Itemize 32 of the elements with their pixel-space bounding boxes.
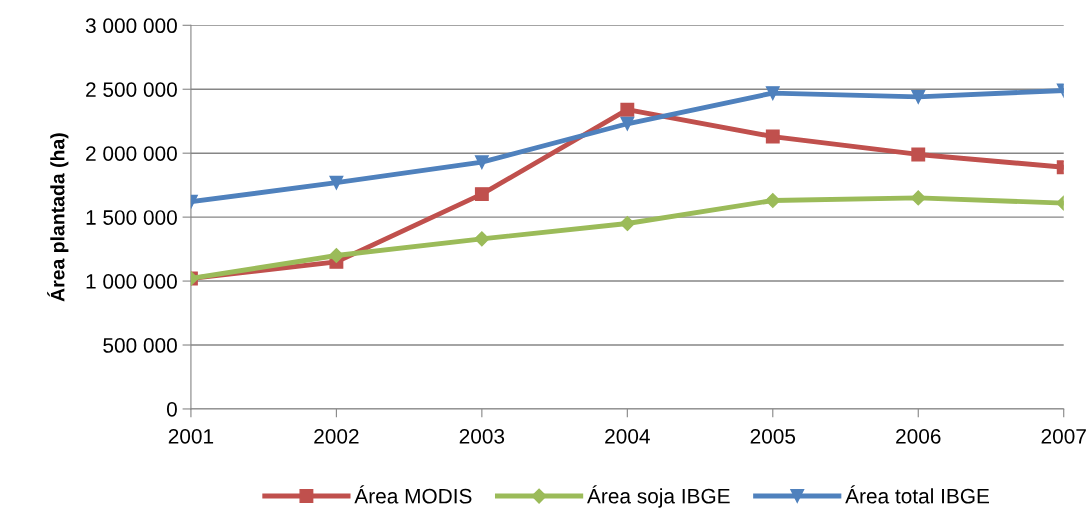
x-tick-label: 2007 xyxy=(1041,428,1086,444)
point xyxy=(620,116,635,131)
y-tick-label: 0 xyxy=(166,401,177,417)
point xyxy=(474,231,490,247)
x-tick-label: 2001 xyxy=(168,428,214,444)
y-axis-title: Área plantada (ha) xyxy=(47,133,69,302)
x-tick-label: 2003 xyxy=(459,428,505,444)
point xyxy=(911,89,926,104)
y-tick-label: 3 000 000 xyxy=(85,18,177,34)
point xyxy=(329,175,344,190)
y-tick-label: 2 500 000 xyxy=(86,82,177,97)
point xyxy=(910,190,926,206)
legend-label: Área soja IBGE xyxy=(587,485,730,508)
x-tick-label: 2005 xyxy=(750,428,796,444)
x-tick-label: 2006 xyxy=(896,428,941,444)
point xyxy=(619,215,635,232)
legend-label: Área MODIS xyxy=(354,485,472,504)
y-tick-label: 500 000 xyxy=(103,338,177,353)
point xyxy=(911,147,926,162)
point xyxy=(620,102,635,117)
point xyxy=(765,192,781,209)
y-tick-label: 1 000 000 xyxy=(86,274,177,289)
point xyxy=(474,155,489,170)
point xyxy=(474,187,489,202)
y-tick-label: 1 500 000 xyxy=(86,210,177,225)
y-tick-label: 2 000 000 xyxy=(86,146,177,161)
x-tick-label: 2004 xyxy=(605,428,650,444)
legend-label: Área total IBGE xyxy=(845,485,990,504)
point xyxy=(765,86,780,101)
x-tick-label: 2002 xyxy=(314,428,359,444)
point xyxy=(328,247,344,264)
point xyxy=(765,129,780,144)
